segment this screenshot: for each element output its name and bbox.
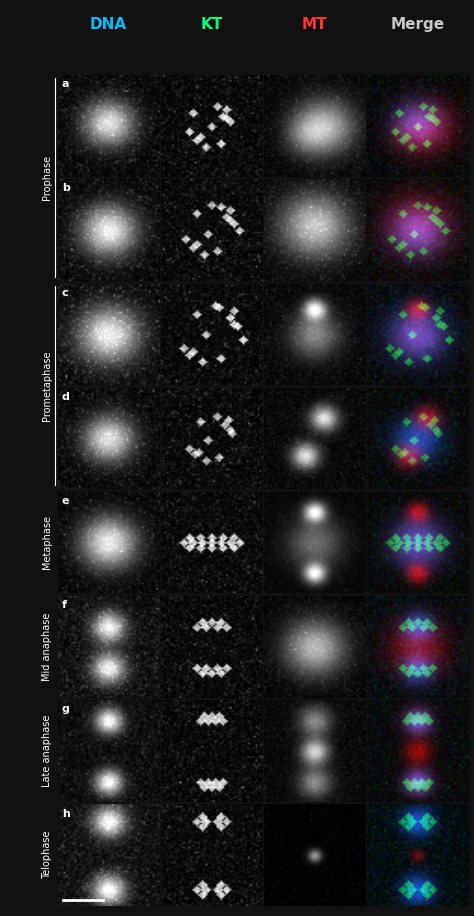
Text: Telophase: Telophase — [42, 831, 52, 879]
Text: d: d — [62, 392, 70, 402]
Text: Mid anaphase: Mid anaphase — [42, 612, 52, 681]
Text: h: h — [62, 809, 70, 819]
Text: MT: MT — [302, 17, 328, 32]
Text: e: e — [62, 496, 69, 506]
Text: Late anaphase: Late anaphase — [42, 714, 52, 787]
Text: b: b — [62, 183, 70, 193]
Text: f: f — [62, 600, 67, 610]
Text: g: g — [62, 704, 70, 714]
Text: Prophase: Prophase — [42, 155, 52, 200]
Text: a: a — [62, 79, 69, 89]
Text: KT: KT — [201, 17, 223, 32]
Text: DNA: DNA — [90, 17, 127, 32]
Text: c: c — [62, 288, 69, 298]
Text: Merge: Merge — [391, 17, 445, 32]
Text: Metaphase: Metaphase — [42, 515, 52, 569]
Text: Prometaphase: Prometaphase — [42, 351, 52, 421]
